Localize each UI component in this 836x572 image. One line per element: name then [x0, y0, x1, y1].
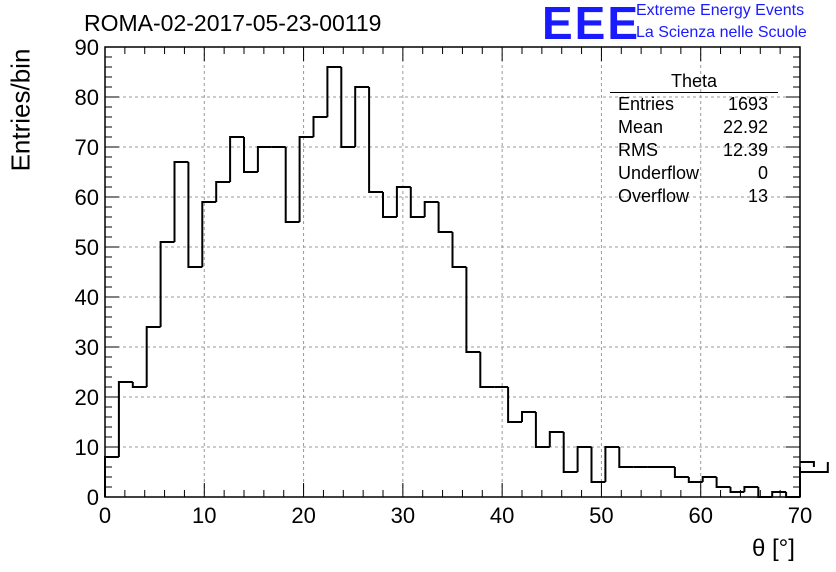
stats-label: Overflow: [618, 186, 690, 206]
histogram-bin: [326, 66, 342, 117]
stats-row-entries: Entries 1693: [610, 93, 778, 116]
histogram-bin: [701, 476, 717, 482]
plot-border: [104, 46, 801, 498]
histogram-bin: [507, 387, 522, 423]
histogram-bin: [618, 447, 634, 468]
histogram-bin: [229, 136, 244, 182]
stats-label: Entries: [618, 94, 675, 114]
histogram-bin: [187, 162, 203, 268]
histogram-bin: [534, 412, 550, 448]
histogram-bin: [340, 67, 356, 148]
histogram-bin: [312, 116, 328, 137]
histogram-bin: [771, 491, 787, 497]
stats-title: Theta: [610, 70, 778, 93]
stats-row-underflow: Underflow 0: [610, 162, 778, 185]
y-tick-label: 80: [75, 85, 99, 110]
x-tick-label: 60: [688, 503, 712, 528]
histogram-bin: [590, 447, 606, 483]
histogram-bin: [173, 161, 189, 242]
y-tick-label: 0: [87, 485, 99, 510]
stats-label: Mean: [618, 117, 664, 137]
histogram-bin: [451, 232, 467, 268]
y-tick-label: 30: [75, 335, 99, 360]
stats-box: Theta Entries 1693 Mean 22.92 RMS 12.39 …: [610, 70, 778, 208]
x-axis-label: θ [°]: [752, 535, 795, 562]
y-tick-label: 50: [75, 235, 99, 260]
stats-row-overflow: Overflow 13: [610, 185, 778, 208]
y-tick-label: 10: [75, 435, 99, 460]
histogram-bin: [395, 186, 411, 217]
histogram-bin: [382, 192, 397, 218]
histogram-bin: [215, 181, 231, 202]
y-tick-label: 90: [75, 35, 99, 60]
x-tick-label: 20: [291, 503, 315, 528]
y-tick-label: 40: [75, 285, 99, 310]
histogram-bin: [729, 487, 745, 493]
y-tick-label: 20: [75, 385, 99, 410]
y-tick-label: 70: [75, 135, 99, 160]
tick-labels: 0 10 20 30 40 50 60 70 0 10 20 30 40 50 60 70 80 90: [75, 35, 813, 528]
x-tick-label: 30: [391, 503, 415, 528]
histogram-bin: [465, 267, 481, 353]
stats-row-mean: Mean 22.92: [610, 116, 778, 139]
stats-value: 12.39: [722, 140, 768, 160]
histogram-bin: [354, 86, 370, 147]
y-tick-label: 60: [75, 185, 99, 210]
histogram-bin: [687, 477, 703, 483]
stats-label: RMS: [618, 140, 658, 160]
histogram-series: [104, 66, 829, 498]
histogram-bin: [409, 187, 425, 218]
histogram-bin: [298, 136, 314, 222]
histogram-bin: [131, 382, 147, 388]
histogram-bin: [576, 446, 592, 472]
histogram-bin: [145, 326, 161, 387]
axis-ticks: [104, 46, 801, 498]
histogram-bin: [548, 431, 564, 447]
histogram-bin: [159, 241, 175, 327]
histogram-bin: [800, 462, 829, 473]
x-tick-label: 10: [192, 503, 216, 528]
histogram-bin: [562, 432, 578, 473]
histogram-bin: [284, 147, 300, 223]
stats-value: 0: [757, 163, 768, 183]
x-tick-label: 40: [490, 503, 514, 528]
grid-lines: [105, 47, 800, 497]
histogram-bin: [521, 411, 536, 422]
logo-text-line1: Extreme Energy Events: [636, 2, 805, 19]
histogram-bin: [256, 146, 272, 172]
histogram-bin: [479, 352, 495, 388]
histogram-bin: [423, 201, 439, 217]
x-tick-label: 50: [589, 503, 613, 528]
stats-value: 13: [747, 186, 768, 206]
histogram-bin: [673, 467, 689, 478]
histogram-bin: [437, 202, 453, 233]
logo-text-line2: La Scienza nelle Scuole: [636, 24, 807, 41]
histogram-bin: [201, 201, 217, 267]
plot-title: ROMA-02-2017-05-23-00119: [84, 10, 382, 36]
eee-logo: EEE: [542, 0, 641, 49]
histogram-bin: [800, 461, 815, 467]
stats-value: 1693: [727, 94, 768, 114]
histogram-bin: [243, 137, 258, 173]
histogram-bin: [368, 87, 383, 193]
x-tick-label: 0: [99, 503, 111, 528]
histogram-bin: [604, 446, 620, 482]
x-tick-label: 70: [788, 503, 812, 528]
plot-frame: [104, 46, 801, 498]
stats-row-rms: RMS 12.39: [610, 139, 778, 162]
histogram-bin: [117, 381, 133, 457]
histogram-bin: [715, 477, 731, 488]
histogram-bin: [743, 486, 759, 492]
stats-label: Underflow: [618, 163, 700, 183]
stats-value: 22.92: [722, 117, 768, 137]
